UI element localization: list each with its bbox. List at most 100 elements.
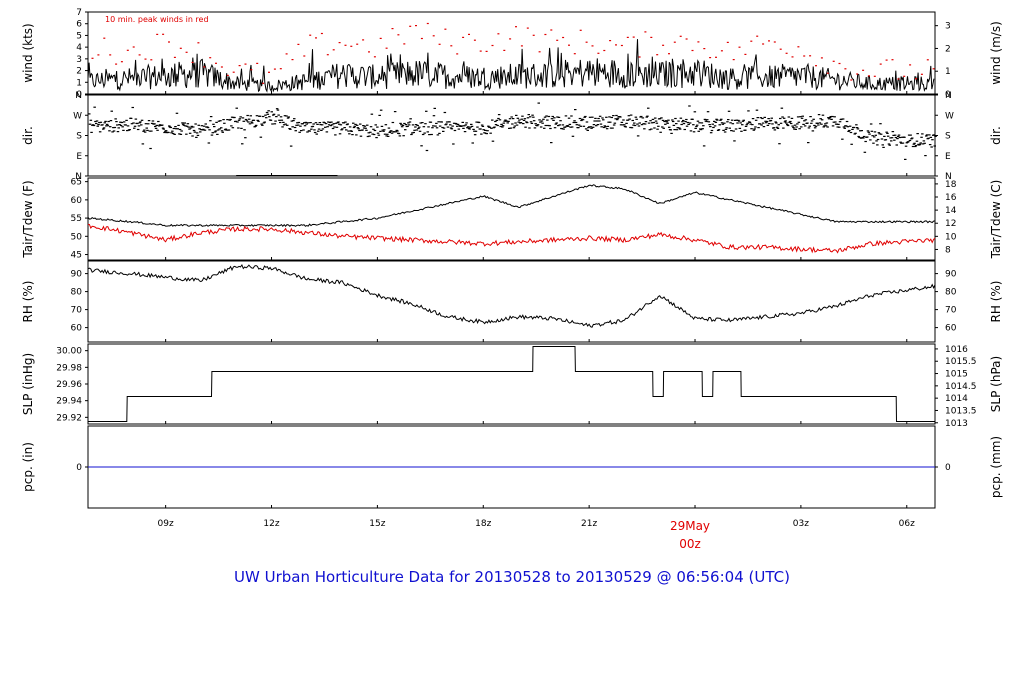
wind-direction-point: [810, 120, 814, 122]
peak-wind-point: [891, 59, 894, 61]
peak-wind-point: [785, 52, 788, 54]
wind-direction-point: [188, 128, 191, 130]
wind-direction-point: [372, 133, 376, 136]
wind-direction-point: [195, 132, 199, 134]
wind-direction-point: [624, 126, 627, 128]
wind-direction-point: [520, 118, 523, 120]
wind-direction-point: [330, 175, 334, 177]
wind-direction-point: [230, 116, 234, 118]
right-tick-label: 2: [945, 44, 951, 54]
peak-wind-point: [879, 63, 882, 65]
wind-direction-point: [366, 124, 369, 126]
wind-direction-point: [215, 121, 218, 123]
wind-direction-point: [643, 123, 647, 125]
wind-direction-point: [702, 125, 705, 127]
panel-3: 60 70 80 90 60 70 80 90 RH (%) RH (%): [21, 260, 1003, 343]
wind-direction-point: [785, 122, 788, 124]
wind-direction-point: [573, 120, 576, 122]
wind-direction-point: [286, 117, 290, 119]
wind-direction-point: [741, 120, 745, 122]
wind-direction-point: [225, 129, 228, 131]
wind-speed-line: [87, 39, 935, 93]
wind-direction-point: [859, 137, 863, 139]
wind-direction-point: [164, 130, 168, 132]
wind-direction-point: [807, 142, 810, 144]
wind-direction-point: [529, 116, 532, 118]
wind-direction-point: [140, 124, 143, 126]
right-tick-label: 8: [945, 245, 951, 255]
wind-direction-point: [332, 175, 335, 177]
left-tick-label: S: [76, 132, 82, 142]
wind-direction-point: [638, 122, 641, 124]
wind-direction-point: [698, 122, 701, 124]
wind-direction-point: [272, 114, 275, 116]
peak-wind-point: [385, 47, 388, 49]
wind-direction-point: [884, 139, 888, 141]
wind-direction-point: [685, 125, 689, 127]
wind-direction-point: [560, 128, 564, 130]
wind-direction-point: [923, 142, 926, 144]
wind-direction-point: [896, 138, 899, 140]
wind-direction-point: [553, 127, 557, 129]
wind-direction-point: [435, 127, 439, 129]
wind-direction-point: [435, 122, 438, 124]
wind-direction-point: [628, 118, 631, 120]
y-axis-label-left: pcp. (in): [21, 442, 35, 492]
wind-direction-point: [279, 121, 282, 124]
wind-direction-point: [390, 130, 393, 132]
wind-direction-point: [237, 127, 240, 129]
wind-direction-point: [932, 134, 936, 136]
wind-direction-point: [320, 175, 324, 177]
wind-direction-point: [619, 116, 622, 118]
wind-direction-point: [261, 115, 265, 118]
peak-wind-point: [185, 51, 188, 53]
wind-direction-point: [663, 120, 666, 123]
wind-direction-point: [807, 127, 811, 129]
wind-direction-point: [372, 128, 375, 130]
wind-direction-point: [801, 115, 804, 117]
wind-direction-point: [933, 145, 936, 147]
wind-direction-point: [788, 121, 791, 123]
wind-direction-point: [755, 109, 759, 111]
peak-wind-point: [109, 54, 112, 56]
left-tick-label: 60: [71, 196, 83, 206]
wind-direction-point: [689, 130, 693, 132]
right-tick-label: N: [945, 91, 952, 101]
wind-direction-point: [318, 122, 322, 124]
wind-direction-point: [241, 117, 245, 119]
wind-direction-point: [133, 125, 137, 127]
wind-direction-point: [414, 124, 418, 126]
wind-direction-point: [220, 130, 224, 132]
wind-direction-point: [280, 119, 284, 121]
wind-direction-point: [305, 123, 308, 125]
wind-direction-point: [304, 121, 308, 123]
wind-direction-point: [273, 123, 277, 125]
wind-direction-point: [570, 126, 574, 128]
wind-direction-point: [571, 135, 575, 137]
wind-direction-point: [561, 124, 565, 126]
wind-direction-point: [470, 123, 473, 125]
wind-direction-point: [717, 129, 721, 131]
wind-direction-point: [241, 175, 245, 177]
wind-direction-point: [178, 133, 181, 135]
wind-direction-point: [648, 129, 652, 131]
wind-direction-point: [332, 123, 336, 125]
peak-wind-point: [397, 34, 400, 36]
relative-humidity-line: [87, 263, 936, 328]
wind-direction-point: [136, 128, 140, 131]
wind-direction-point: [661, 119, 665, 121]
peak-wind-point: [644, 31, 647, 33]
wind-direction-point: [880, 138, 884, 140]
peak-wind-point: [620, 44, 623, 47]
wind-direction-point: [527, 114, 530, 116]
peak-wind-point: [432, 35, 435, 37]
wind-direction-point: [450, 128, 454, 130]
peak-wind-point: [538, 51, 541, 53]
wind-direction-point: [296, 124, 300, 126]
wind-direction-point: [472, 128, 475, 130]
wind-direction-point: [220, 127, 223, 129]
x-tick-label: 12z: [263, 519, 279, 529]
wind-direction-point: [924, 155, 927, 157]
wind-direction-point: [727, 119, 730, 121]
wind-direction-point: [421, 133, 425, 136]
